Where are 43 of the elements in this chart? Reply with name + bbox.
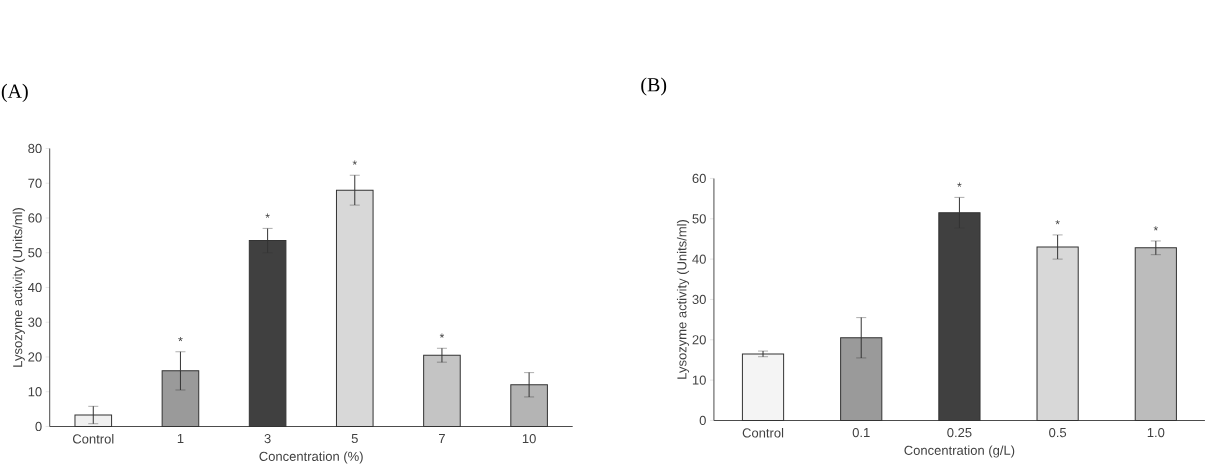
x-axis-title: Concentration (%) bbox=[259, 451, 363, 464]
x-tick-label: 1.0 bbox=[1147, 427, 1165, 438]
y-axis-title: Lysozyme activity (Units/ml) bbox=[12, 208, 25, 367]
y-tick-label: 10 bbox=[692, 375, 706, 385]
y-tick-label: 0 bbox=[35, 421, 42, 432]
y-tick-label: 10 bbox=[28, 387, 42, 397]
x-tick-label: Control bbox=[742, 427, 784, 438]
y-tick-label: 50 bbox=[28, 248, 42, 258]
annotation: * bbox=[1153, 226, 1158, 231]
annotation: * bbox=[957, 182, 962, 187]
x-tick-label: 5 bbox=[351, 434, 358, 444]
annotation: * bbox=[439, 333, 445, 338]
y-tick-label: 60 bbox=[28, 213, 42, 223]
chart-title: (B) bbox=[641, 77, 667, 96]
x-tick-label: 7 bbox=[439, 434, 445, 443]
y-tick-label: 40 bbox=[692, 254, 706, 264]
y-tick-label: 20 bbox=[692, 335, 706, 345]
annotation: * bbox=[1055, 220, 1060, 225]
y-tick-label: 20 bbox=[28, 352, 42, 362]
annotation: * bbox=[178, 336, 183, 342]
x-tick-label: 0.25 bbox=[947, 427, 972, 438]
x-axis-title: Concentration (g/L) bbox=[904, 445, 1015, 458]
bar bbox=[423, 354, 461, 427]
x-tick-label: 0.1 bbox=[852, 427, 870, 438]
x-tick-label: 3 bbox=[264, 434, 271, 444]
y-tick-label: 70 bbox=[28, 178, 42, 188]
y-axis-title: Lysozyme activity (Units/ml) bbox=[676, 219, 690, 379]
y-tick-label: 40 bbox=[28, 282, 42, 293]
y-tick-label: 30 bbox=[28, 317, 42, 327]
y-tick-label: 80 bbox=[28, 143, 42, 154]
chart-title: (A) bbox=[1, 83, 28, 102]
x-tick-label: 1 bbox=[177, 434, 184, 443]
y-tick-label: 50 bbox=[692, 214, 706, 224]
x-tick-label: 0.5 bbox=[1049, 427, 1067, 438]
bar bbox=[741, 353, 785, 421]
x-tick-label: Control bbox=[72, 434, 114, 444]
y-tick-label: 60 bbox=[692, 173, 706, 184]
annotation: * bbox=[265, 213, 270, 218]
annotation: * bbox=[352, 160, 357, 165]
y-tick-label: 30 bbox=[692, 294, 706, 305]
x-tick-label: 10 bbox=[522, 434, 536, 444]
bar bbox=[335, 189, 374, 427]
y-tick-label: 0 bbox=[699, 415, 706, 426]
